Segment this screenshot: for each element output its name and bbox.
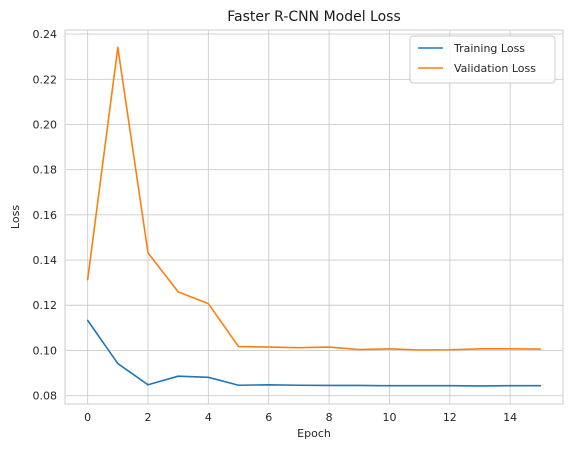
- x-tick-label: 4: [205, 411, 212, 424]
- y-tick-label: 0.16: [33, 209, 58, 222]
- series-line-validation-loss: [86, 46, 542, 351]
- legend-box: [409, 35, 556, 84]
- x-tick-label: 14: [503, 411, 517, 424]
- series-line-training-loss: [86, 319, 542, 387]
- legend-label: Training Loss: [453, 42, 525, 55]
- legend-label: Validation Loss: [454, 62, 536, 75]
- x-tick-label: 0: [84, 411, 91, 424]
- x-tick-label: 12: [443, 411, 457, 424]
- plot-frame: [64, 29, 564, 405]
- chart-title: Faster R-CNN Model Loss: [227, 9, 401, 25]
- grid: [64, 29, 564, 405]
- legend: Training Loss Validation Loss: [409, 35, 556, 84]
- series-lines: [86, 46, 542, 387]
- x-axis-label: Epoch: [297, 427, 331, 440]
- x-tick-label: 6: [265, 411, 272, 424]
- x-tick-label: 2: [145, 411, 152, 424]
- y-tick-label: 0.22: [33, 73, 58, 86]
- x-tick-label: 8: [326, 411, 333, 424]
- y-tick-label: 0.14: [33, 254, 58, 267]
- y-tick-label: 0.24: [33, 28, 58, 41]
- y-tick-label: 0.08: [33, 390, 58, 403]
- tick-labels: 0 2 4 6 8 10 12 14 0.08 0.10 0.12 0.14 0.16 0.18 0.20 0…: [33, 28, 518, 424]
- y-tick-label: 0.12: [33, 299, 58, 312]
- y-tick-label: 0.18: [33, 164, 58, 177]
- y-axis-label: Loss: [9, 205, 22, 229]
- y-tick-label: 0.20: [33, 118, 58, 131]
- y-tick-label: 0.10: [33, 344, 58, 357]
- x-tick-label: 10: [382, 411, 396, 424]
